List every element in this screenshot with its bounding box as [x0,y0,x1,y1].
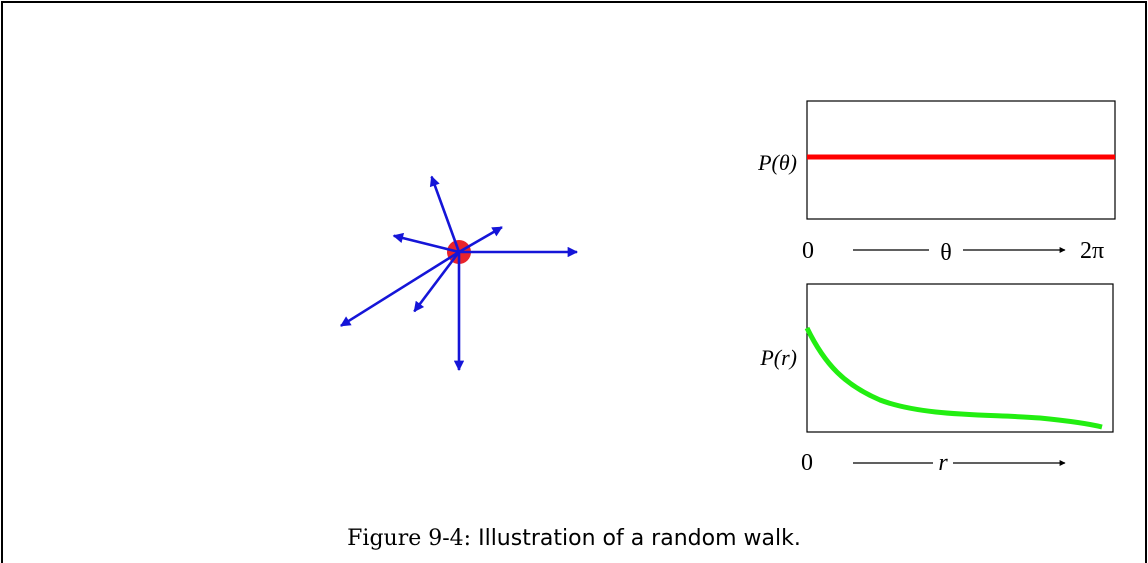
walk-step-arrow-5 [340,250,460,327]
walk-step-arrow-3 [429,175,461,253]
r-axis-start: 0 [801,450,813,476]
theta-axis-start: 0 [802,238,814,264]
caption-text: Illustration of a random walk. [478,526,801,551]
walk-step-arrow-6 [413,251,461,313]
theta-ylabel: P(θ) [757,150,797,175]
walk-step-arrow-2 [458,226,503,254]
caption-label: Figure 9-4: [347,526,472,551]
walk-step-arrow-4 [392,232,460,254]
r-distribution-plot: P(r) 0 r [759,283,1114,476]
r-axis-var: r [938,450,948,476]
theta-axis-end: 2π [1080,238,1104,264]
theta-distribution-plot: P(θ) 0 θ 2π [757,100,1116,266]
theta-plot-frame [806,100,1116,220]
r-plot-frame [806,283,1114,433]
r-ylabel: P(r) [759,345,797,370]
random-walk-diagram [340,175,579,372]
theta-axis-var: θ [940,240,952,266]
r-decreasing-curve [804,326,1103,430]
figure-caption: Figure 9-4: Illustration of a random wal… [0,526,1148,551]
